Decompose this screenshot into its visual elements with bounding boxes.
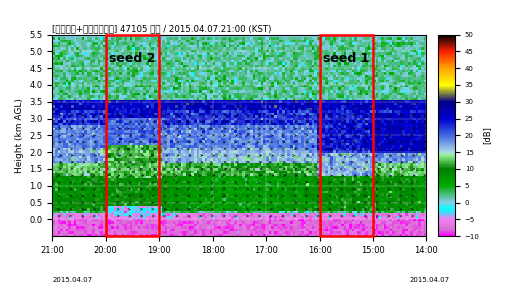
Text: seed 2: seed 2 xyxy=(109,52,156,65)
Text: 2015.04.07: 2015.04.07 xyxy=(52,277,93,283)
Y-axis label: Height (km AGL): Height (km AGL) xyxy=(15,98,24,173)
Y-axis label: [dB]: [dB] xyxy=(482,126,492,144)
Bar xyxy=(320,35,373,236)
Text: 2015.04.07: 2015.04.07 xyxy=(410,277,450,283)
Text: seed 1: seed 1 xyxy=(323,52,369,65)
Text: [수평바람+신호대잡음비] 47105 강릉 / 2015.04.07.21:00 (KST): [수평바람+신호대잡음비] 47105 강릉 / 2015.04.07.21:0… xyxy=(52,24,271,33)
Bar xyxy=(106,35,159,236)
